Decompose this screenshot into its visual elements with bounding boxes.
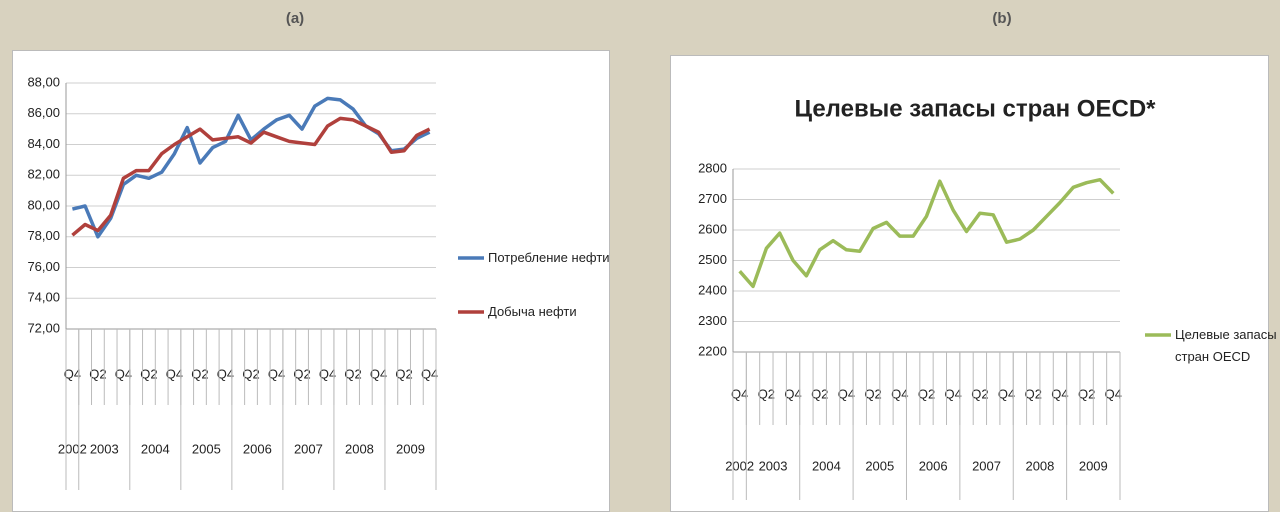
x-tick-label: Q2: [971, 386, 988, 401]
x-tick-label: Q4: [115, 366, 132, 381]
year-label: 2006: [243, 441, 272, 456]
y-tick-label: 2800: [698, 160, 727, 175]
x-tick-label: Q4: [64, 366, 81, 381]
year-label: 2009: [1079, 458, 1108, 473]
x-tick-label: Q2: [864, 386, 881, 401]
x-tick-label: Q2: [191, 366, 208, 381]
x-tick-label: Q4: [998, 386, 1015, 401]
x-tick-label: Q2: [1025, 386, 1042, 401]
x-tick-label: Q4: [217, 366, 234, 381]
x-tick-label: Q2: [1078, 386, 1095, 401]
x-tick-label: Q4: [319, 366, 336, 381]
panel-a: [12, 50, 610, 512]
year-label: 2006: [919, 458, 948, 473]
y-tick-label: 74,00: [27, 290, 60, 305]
x-tick-label: Q2: [758, 386, 775, 401]
x-tick-label: Q2: [242, 366, 259, 381]
y-tick-label: 2700: [698, 191, 727, 206]
x-tick-label: Q4: [421, 366, 438, 381]
legend-label: Потребление нефти: [488, 250, 610, 265]
year-label: 2008: [1025, 458, 1054, 473]
x-tick-label: Q4: [731, 386, 748, 401]
year-label: 2008: [345, 441, 374, 456]
year-label: 2007: [972, 458, 1001, 473]
year-label: 2004: [141, 441, 170, 456]
y-tick-label: 2400: [698, 282, 727, 297]
y-tick-label: 82,00: [27, 167, 60, 182]
x-tick-label: Q4: [945, 386, 962, 401]
y-tick-label: 80,00: [27, 197, 60, 212]
y-tick-label: 78,00: [27, 228, 60, 243]
chart-title: Целевые запасы стран OECD*: [795, 95, 1157, 122]
panel-label: (a): [285, 10, 305, 27]
x-tick-label: Q4: [370, 366, 387, 381]
x-tick-label: Q4: [1105, 386, 1122, 401]
year-label: 2007: [294, 441, 323, 456]
series-line: [71, 116, 431, 237]
year-label: 2009: [396, 441, 425, 456]
y-tick-label: 2200: [698, 343, 727, 358]
y-tick-label: 2300: [698, 313, 727, 328]
legend-label: Целевые запасы стран OECD: [1175, 327, 1277, 364]
x-tick-label: Q4: [1051, 386, 1068, 401]
legend-label: Добыча нефти: [488, 304, 577, 319]
y-tick-label: 2600: [698, 221, 727, 236]
x-tick-label: Q2: [344, 366, 361, 381]
panel-label: (b): [992, 10, 1012, 27]
y-tick-label: 72,00: [27, 320, 60, 335]
panel-b: [670, 55, 1269, 512]
year-label: 2003: [90, 441, 119, 456]
y-tick-label: 84,00: [27, 136, 60, 151]
year-label: 2005: [865, 458, 894, 473]
y-tick-label: 88,00: [27, 74, 60, 89]
year-label: 2003: [759, 458, 788, 473]
y-tick-label: 86,00: [27, 105, 60, 120]
x-tick-label: Q2: [293, 366, 310, 381]
y-tick-label: 76,00: [27, 259, 60, 274]
year-label: 2004: [812, 458, 841, 473]
x-tick-label: Q4: [268, 366, 285, 381]
x-tick-label: Q2: [811, 386, 828, 401]
x-tick-label: Q2: [395, 366, 412, 381]
x-tick-label: Q2: [918, 386, 935, 401]
year-label: 2002: [58, 441, 87, 456]
series-line: [738, 177, 1115, 289]
y-tick-label: 2500: [698, 252, 727, 267]
year-label: 2005: [192, 441, 221, 456]
series-line: [71, 96, 431, 239]
x-tick-label: Q4: [838, 386, 855, 401]
x-tick-label: Q2: [89, 366, 106, 381]
x-tick-label: Q2: [140, 366, 157, 381]
x-tick-label: Q4: [891, 386, 908, 401]
year-label: 2002: [725, 458, 754, 473]
x-tick-label: Q4: [166, 366, 183, 381]
x-tick-label: Q4: [784, 386, 801, 401]
